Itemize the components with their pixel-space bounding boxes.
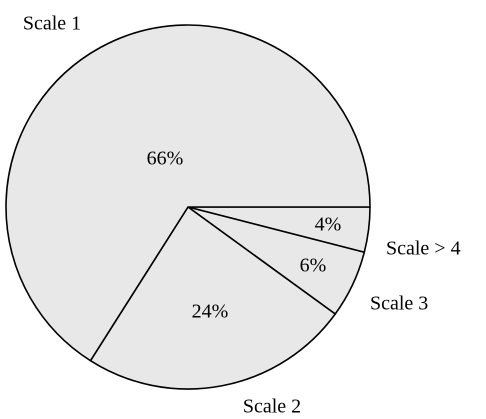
category-label: Scale 1 xyxy=(23,13,81,35)
value-label: 4% xyxy=(315,214,342,236)
category-label: Scale 2 xyxy=(243,396,301,418)
value-label: 24% xyxy=(192,301,229,323)
category-label: Scale > 4 xyxy=(386,238,461,260)
value-label: 66% xyxy=(147,148,184,170)
pie-slice xyxy=(89,206,337,390)
value-label: 6% xyxy=(300,255,327,277)
category-label: Scale 3 xyxy=(370,293,428,315)
pie-slice xyxy=(5,24,371,362)
